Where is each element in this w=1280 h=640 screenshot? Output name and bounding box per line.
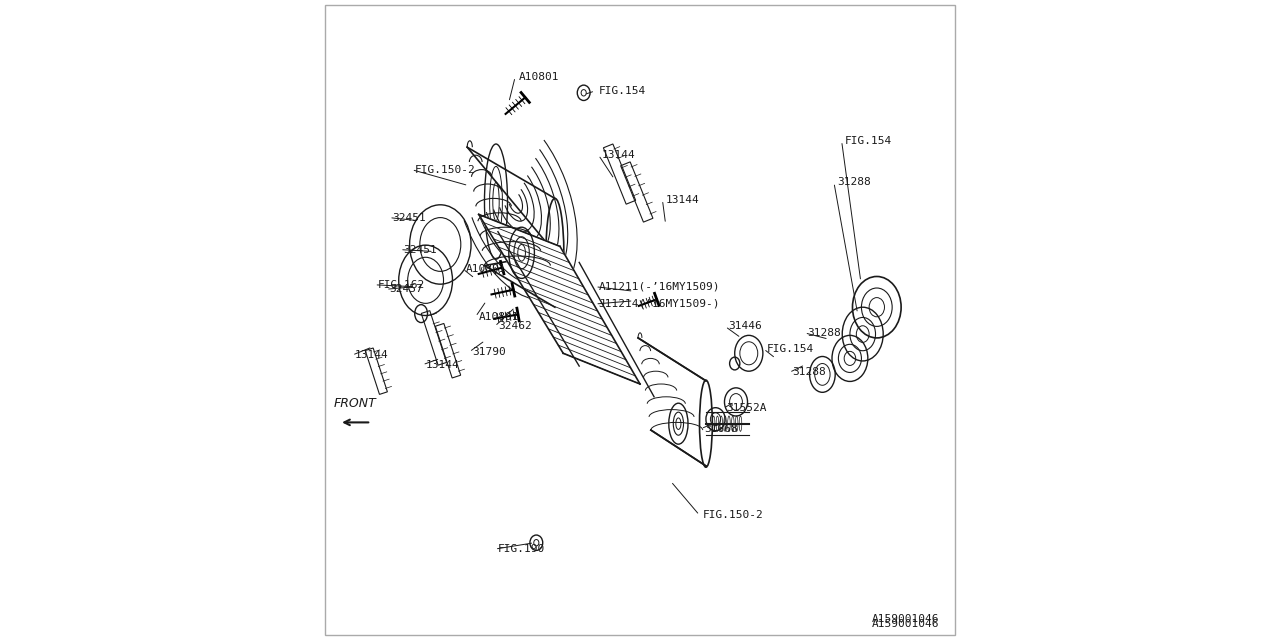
Polygon shape bbox=[435, 323, 461, 378]
Polygon shape bbox=[365, 348, 388, 394]
Text: 31790: 31790 bbox=[472, 347, 506, 357]
Polygon shape bbox=[467, 147, 556, 307]
Text: FIG.150-2: FIG.150-2 bbox=[415, 164, 475, 175]
Text: J11214(’16MY1509-): J11214(’16MY1509-) bbox=[599, 299, 719, 309]
Text: 31288: 31288 bbox=[837, 177, 870, 188]
Text: 31552A: 31552A bbox=[727, 403, 767, 413]
Text: 13144: 13144 bbox=[602, 150, 635, 160]
Text: FIG.154: FIG.154 bbox=[767, 344, 814, 354]
Text: 32451: 32451 bbox=[403, 244, 436, 255]
Polygon shape bbox=[421, 310, 447, 365]
Text: 31288: 31288 bbox=[808, 328, 841, 338]
Text: 13144: 13144 bbox=[666, 195, 699, 205]
Text: FIG.154: FIG.154 bbox=[845, 136, 892, 146]
Polygon shape bbox=[479, 214, 640, 384]
Text: FIG.190: FIG.190 bbox=[498, 544, 545, 554]
Text: FIG.162: FIG.162 bbox=[378, 280, 425, 290]
Text: 31288: 31288 bbox=[792, 367, 826, 378]
Text: FIG.154: FIG.154 bbox=[599, 86, 645, 96]
Text: 31446: 31446 bbox=[728, 321, 762, 332]
Polygon shape bbox=[603, 144, 636, 204]
Text: A10801: A10801 bbox=[466, 264, 507, 274]
Text: A10801: A10801 bbox=[518, 72, 559, 82]
Text: A10801: A10801 bbox=[479, 312, 520, 322]
Text: 13144: 13144 bbox=[425, 360, 460, 370]
Text: 13144: 13144 bbox=[356, 350, 389, 360]
Polygon shape bbox=[639, 338, 707, 466]
Text: FIG.150-2: FIG.150-2 bbox=[703, 510, 763, 520]
Text: A11211(-’16MY1509): A11211(-’16MY1509) bbox=[599, 282, 719, 292]
Text: 32462: 32462 bbox=[498, 321, 531, 332]
Text: A159001046: A159001046 bbox=[872, 614, 940, 624]
Text: 32457: 32457 bbox=[389, 284, 422, 294]
Text: A159001046: A159001046 bbox=[872, 619, 940, 629]
Polygon shape bbox=[621, 162, 653, 222]
Text: FRONT: FRONT bbox=[334, 397, 376, 410]
Text: 31668: 31668 bbox=[704, 424, 737, 434]
Text: 32451: 32451 bbox=[392, 212, 426, 223]
